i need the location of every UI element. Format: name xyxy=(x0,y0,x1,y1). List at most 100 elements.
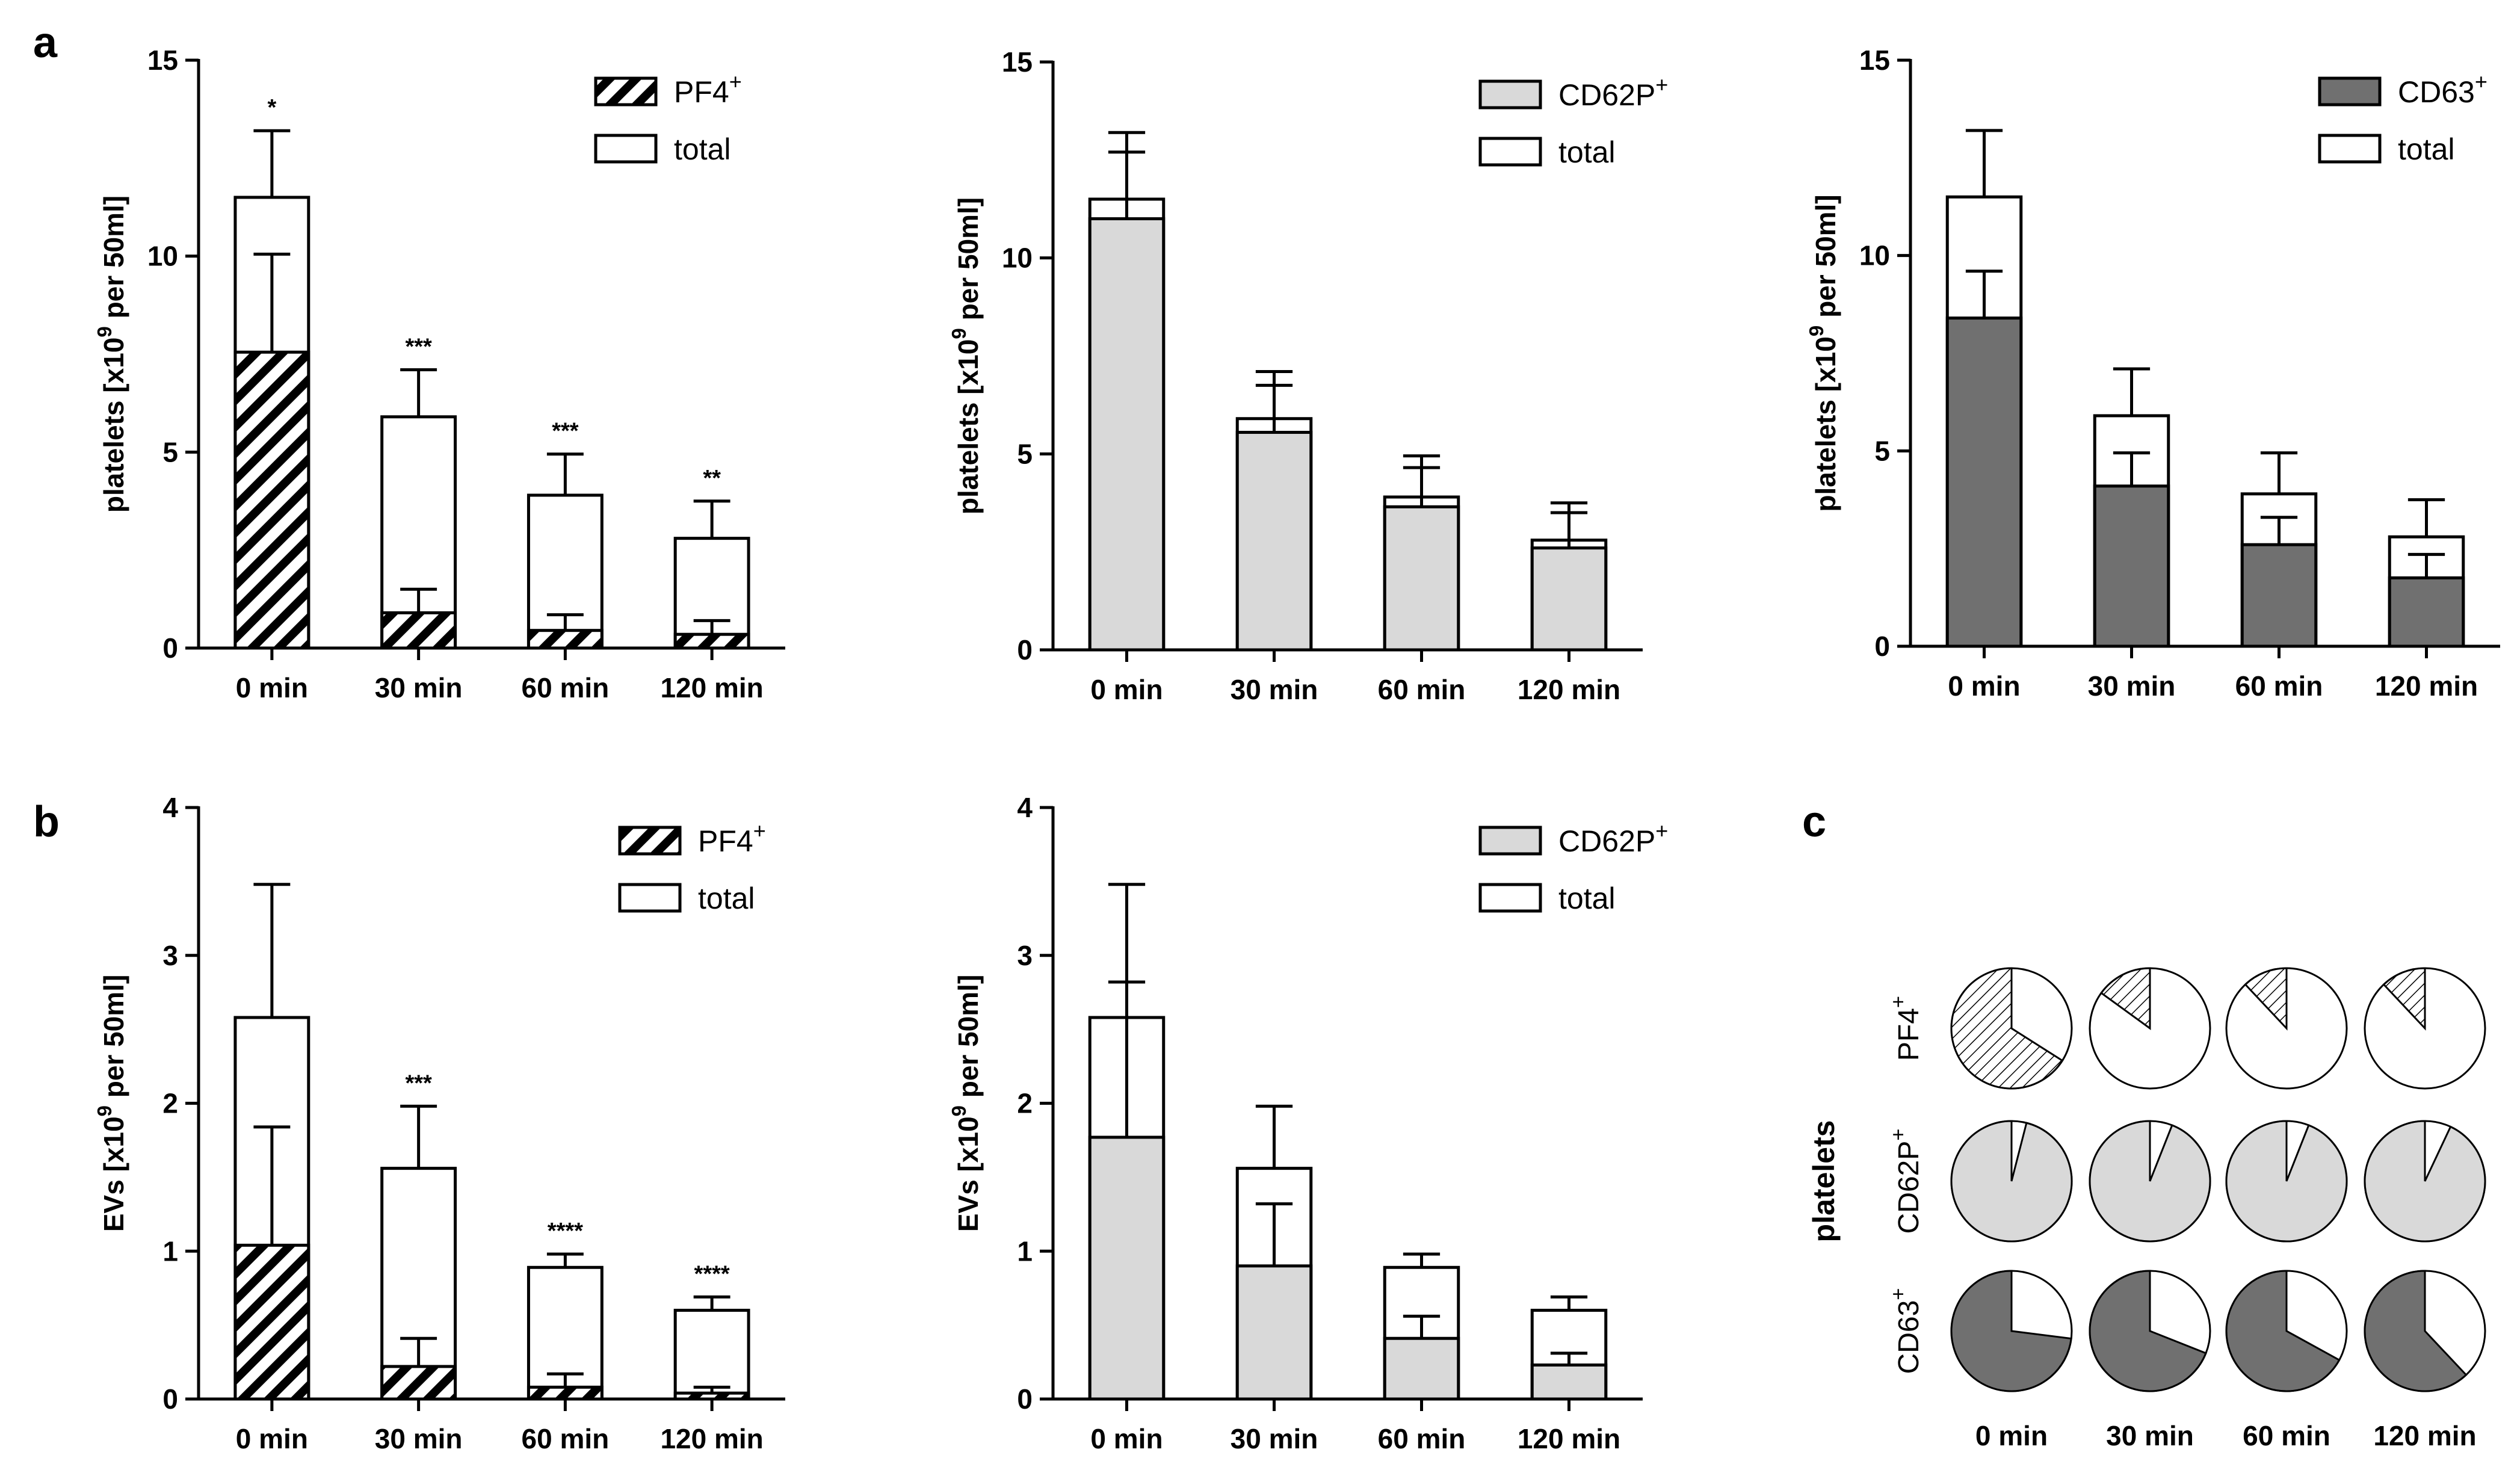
y-tick-label: 0 xyxy=(1017,1383,1033,1415)
legend-label-sup: + xyxy=(1655,72,1668,97)
legend-label-sup: + xyxy=(2475,69,2488,94)
legend-swatch xyxy=(1478,826,1542,856)
y-tick-label: 10 xyxy=(1002,242,1033,274)
panel-label-a: a xyxy=(33,19,58,67)
bar-subset xyxy=(1235,431,1313,652)
bar-subset xyxy=(380,611,457,650)
x-tick-label: 30 min xyxy=(375,1423,463,1454)
legend-swatch xyxy=(1478,79,1542,110)
pie-slice xyxy=(2364,1270,2468,1392)
x-tick-label: 120 min xyxy=(2375,670,2478,702)
y-axis-label-part: platelets [x10 xyxy=(1810,336,1841,511)
pie-group-label: platelets xyxy=(1807,1120,1841,1243)
bar-subset xyxy=(1088,217,1166,652)
pie-row-label-sup: + xyxy=(1887,1129,1910,1141)
pie-row-label: CD63+ xyxy=(1887,1288,1925,1374)
legend-swatch xyxy=(594,76,658,107)
y-axis-label-part: per 50ml] xyxy=(1810,194,1841,325)
bar-subset xyxy=(380,1365,457,1401)
pie-slice xyxy=(2225,1270,2341,1392)
pie-column-label: 120 min xyxy=(2373,1420,2476,1451)
y-axis-label: EVs [x109 per 50ml] xyxy=(948,975,984,1232)
x-tick-label: 0 min xyxy=(1090,1423,1163,1454)
y-tick-label: 15 xyxy=(1859,45,1890,76)
x-tick-label: 120 min xyxy=(1518,674,1620,705)
pie-slice xyxy=(1950,967,2064,1090)
legend-label-base: total xyxy=(2398,132,2455,166)
chart-b-cd62p: 0 1 2 3 4 EVs [x109 per 50ml] 0 min 30 min 60 mi… xyxy=(948,792,1668,1454)
y-axis-label-part: platelets [x10 xyxy=(953,339,984,514)
y-tick-label: 3 xyxy=(162,940,178,971)
x-tick-label: 30 min xyxy=(1231,1423,1318,1454)
y-tick-label: 0 xyxy=(1017,634,1033,666)
y-axis-label-part: EVs [x10 xyxy=(98,1116,129,1232)
significance-marker: ** xyxy=(703,466,721,491)
x-tick-label: 30 min xyxy=(1231,674,1318,705)
pie-column-label: 60 min xyxy=(2243,1420,2330,1451)
y-tick-label: 3 xyxy=(1017,940,1033,971)
pie-slice xyxy=(2364,1120,2486,1243)
legend-label: CD63+ xyxy=(2398,69,2488,109)
legend-label-base: PF4 xyxy=(674,75,729,109)
x-tick-label: 120 min xyxy=(1518,1423,1620,1454)
pie-slice xyxy=(2100,967,2151,1030)
bar-subset xyxy=(673,1391,750,1401)
pie-slice xyxy=(2089,1270,2207,1392)
bar-subset xyxy=(1383,505,1460,652)
pie-row-label-base: CD63 xyxy=(1893,1300,1925,1374)
y-axis-label: EVs [x109 per 50ml] xyxy=(94,975,129,1232)
y-tick-label: 10 xyxy=(1859,240,1890,271)
bar-subset xyxy=(2093,484,2170,648)
bar-subset xyxy=(1530,1363,1608,1401)
x-tick-label: 120 min xyxy=(660,672,763,703)
y-tick-label: 4 xyxy=(1017,792,1033,823)
chart-b-pf4: 0 1 2 3 4 EVs [x109 per 50ml] 0 min 30 min 60 mi… xyxy=(94,792,785,1454)
x-tick-label: 0 min xyxy=(1948,670,2020,702)
y-tick-label: 1 xyxy=(162,1235,178,1267)
pie-row-label: CD62P+ xyxy=(1887,1129,1925,1234)
panel-label-c: c xyxy=(1802,798,1826,846)
legend-label: total xyxy=(674,132,731,166)
legend-label-base: CD63 xyxy=(2398,75,2475,109)
y-tick-label: 10 xyxy=(147,241,178,272)
pie-slice xyxy=(2089,1120,2211,1243)
y-axis-label-sup: 9 xyxy=(948,328,971,339)
y-tick-label: 5 xyxy=(1017,438,1033,469)
y-axis-label-part: per 50ml] xyxy=(98,975,129,1105)
pie-column-label: 0 min xyxy=(1975,1420,2048,1451)
bar-subset xyxy=(2240,543,2318,648)
bar-subset xyxy=(673,632,750,650)
x-tick-label: 0 min xyxy=(1090,674,1163,705)
legend-label: total xyxy=(1558,882,1616,915)
significance-marker: *** xyxy=(405,1070,432,1096)
y-axis-label-part: platelets [x10 xyxy=(98,338,129,513)
y-tick-label: 1 xyxy=(1017,1235,1033,1267)
pie-slice xyxy=(1950,1120,2073,1243)
legend-swatch xyxy=(618,883,682,913)
bar-total xyxy=(673,1309,750,1401)
legend-label-sup: + xyxy=(729,69,742,94)
pie-row-label-base: CD62P xyxy=(1893,1141,1925,1234)
pie-row-label: PF4+ xyxy=(1887,996,1925,1061)
legend-swatch xyxy=(2318,134,2382,164)
y-axis-label-part: EVs [x10 xyxy=(953,1116,984,1232)
legend-label-base: CD62P xyxy=(1558,78,1655,112)
pie-slice xyxy=(2382,967,2426,1031)
bar-subset xyxy=(2388,576,2465,648)
legend-label-base: total xyxy=(674,132,731,166)
legend-label-sup: + xyxy=(753,818,766,843)
legend-label: total xyxy=(698,882,755,915)
legend-swatch xyxy=(2318,76,2382,107)
x-tick-label: 60 min xyxy=(2235,670,2323,702)
chart-a-pf4: 0 5 10 15 platelets [x109 per 50ml] 0 min 30 m… xyxy=(94,45,785,703)
bar-subset xyxy=(1235,1264,1313,1401)
y-axis-label: platelets [x109 per 50ml] xyxy=(94,196,129,513)
y-tick-label: 15 xyxy=(1002,46,1033,78)
y-tick-label: 5 xyxy=(162,436,178,468)
legend-label-base: total xyxy=(1558,135,1616,169)
y-tick-label: 0 xyxy=(1874,631,1890,662)
x-tick-label: 0 min xyxy=(236,672,308,703)
x-tick-label: 60 min xyxy=(1378,1423,1466,1454)
